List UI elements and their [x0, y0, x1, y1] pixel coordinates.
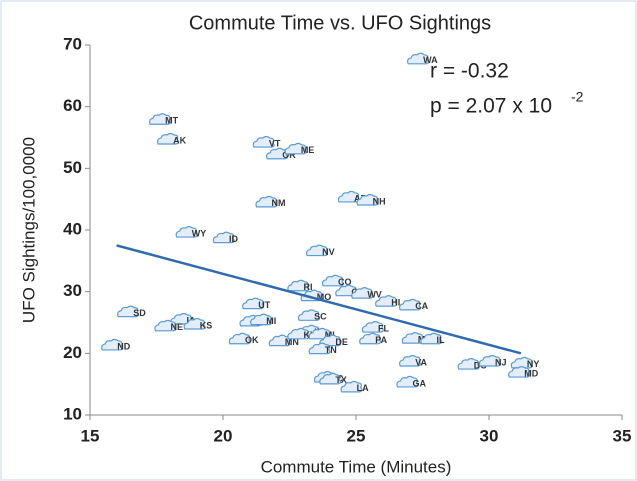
x-tick-label: 35: [613, 426, 632, 445]
point-label: NH: [373, 196, 386, 206]
point-label: DE: [335, 337, 348, 347]
ufo-point: [305, 244, 328, 257]
x-tick-label: 30: [480, 426, 499, 445]
point-label: TX: [335, 375, 347, 385]
point-label: UT: [258, 300, 270, 310]
y-tick-label: 50: [63, 158, 82, 177]
ufo-point: [361, 320, 384, 333]
ufo-point: [399, 354, 422, 367]
x-axis-label: Commute Time (Minutes): [261, 457, 452, 476]
point-label: NJ: [495, 357, 507, 367]
ufo-point: [297, 309, 320, 321]
point-label: FL: [378, 323, 389, 333]
y-axis-label: UFO Sightings/100,0000: [19, 137, 38, 323]
x-tick-label: 20: [214, 426, 233, 445]
point-label: NV: [322, 247, 335, 257]
y-tick-label: 10: [63, 404, 82, 423]
ufo-point: [252, 135, 275, 148]
ufo-point: [268, 334, 291, 347]
ufo-point: [308, 342, 331, 355]
ufo-point: [154, 319, 177, 332]
x-tick-label: 15: [81, 426, 100, 445]
annotation: r = -0.32: [430, 60, 509, 83]
ufo-point: [175, 225, 198, 238]
point-label: CA: [415, 301, 428, 311]
point-label: NM: [272, 198, 286, 208]
point-label: VT: [269, 138, 281, 148]
point-label: KS: [200, 320, 213, 330]
ufo-point: [287, 327, 310, 340]
point-label: HI: [391, 298, 400, 308]
ufo-point: [351, 287, 374, 299]
ufo-point: [287, 279, 310, 292]
point-label: SC: [314, 312, 327, 322]
ufo-point: [117, 305, 140, 318]
point-label: AK: [173, 135, 186, 145]
ufo-point: [359, 332, 382, 345]
point-label: CO: [338, 277, 352, 287]
trend-line: [116, 244, 522, 355]
ufo-point: [321, 274, 344, 287]
point-label: LA: [357, 383, 369, 393]
point-label: WA: [423, 55, 438, 65]
ufo-point: [284, 142, 307, 155]
point-label: WY: [192, 228, 207, 238]
point-label: GA: [413, 378, 427, 388]
point-label: OK: [245, 335, 259, 345]
ufo-point: [510, 356, 533, 369]
chart-title: Commute Time vs. UFO Sightings: [189, 12, 491, 34]
point-label: VA: [415, 357, 427, 367]
annotation: p = 2.07 x 10: [430, 95, 552, 118]
ufo-point: [375, 295, 398, 307]
x-tick-label: 25: [347, 426, 366, 445]
point-label: ME: [301, 145, 315, 155]
y-tick-label: 60: [63, 96, 82, 115]
ufo-point: [356, 193, 379, 206]
point-label: MT: [165, 116, 178, 126]
ufo-point: [399, 298, 422, 311]
ufo-point: [457, 357, 480, 370]
point-label: PA: [375, 335, 387, 345]
y-tick-label: 20: [63, 343, 82, 362]
y-tick-label: 70: [63, 34, 82, 53]
ufo-point: [396, 375, 419, 388]
ufo-point: [255, 195, 278, 208]
point-label: MN: [285, 337, 299, 347]
point-label: MO: [317, 292, 332, 302]
ufo-point: [148, 113, 172, 125]
y-tick-label: 40: [63, 219, 82, 238]
point-label: MI: [325, 330, 335, 340]
point-label: TN: [325, 345, 337, 355]
ufo-point: [420, 332, 443, 345]
ufo-point: [212, 231, 235, 244]
ufo-point: [340, 380, 363, 393]
ufo-point: [101, 338, 124, 351]
point-label: IL: [436, 335, 445, 345]
ufo-point: [250, 313, 273, 326]
point-label: RI: [303, 282, 312, 292]
ufo-point: [242, 297, 265, 310]
annotation: -2: [571, 89, 584, 105]
point-label: SD: [133, 308, 146, 318]
ufo-point: [156, 132, 180, 145]
ufo-point: [407, 52, 430, 65]
ufo-point: [266, 147, 289, 160]
ufo-point: [228, 332, 251, 345]
point-label: OR: [282, 150, 296, 160]
point-label: ND: [117, 341, 130, 351]
point-label: MI: [266, 316, 276, 326]
ufo-point: [319, 334, 342, 347]
ufo-point: [508, 365, 531, 378]
ufo-point: [183, 317, 206, 330]
point-label: NY: [527, 359, 540, 369]
point-label: ID: [229, 234, 239, 244]
point-label: MD: [524, 368, 538, 378]
point-label: NE: [170, 322, 183, 332]
y-tick-label: 30: [63, 281, 82, 300]
point-label: WV: [367, 290, 382, 300]
ufo-point: [478, 354, 501, 367]
ufo-point: [319, 372, 342, 385]
